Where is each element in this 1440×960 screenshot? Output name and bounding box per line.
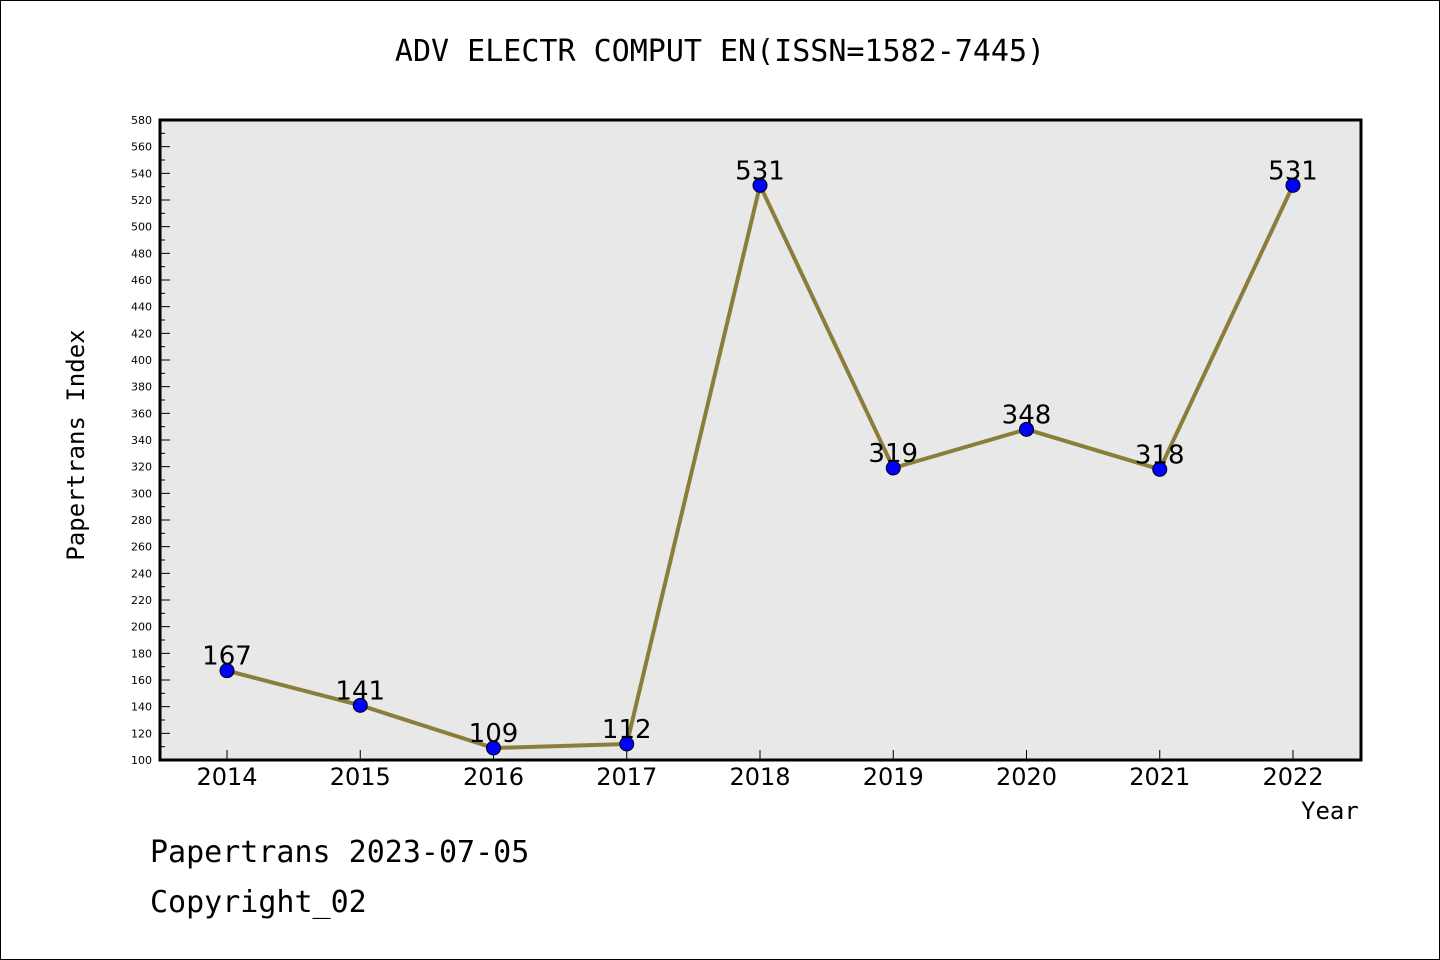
y-tick-label: 120 bbox=[131, 727, 152, 740]
data-label: 531 bbox=[735, 156, 785, 186]
y-tick-label: 400 bbox=[131, 354, 152, 367]
data-point bbox=[352, 697, 368, 713]
x-tick-label: 2021 bbox=[1129, 763, 1190, 791]
x-axis-label: Year bbox=[1301, 797, 1359, 825]
y-tick-label: 140 bbox=[131, 701, 152, 714]
data-label: 167 bbox=[202, 642, 252, 672]
x-tick-label: 2017 bbox=[596, 763, 657, 791]
data-point bbox=[486, 740, 501, 756]
y-tick-label: 520 bbox=[131, 194, 152, 207]
x-tick-label: 2019 bbox=[863, 763, 924, 791]
y-tick-label: 100 bbox=[131, 754, 152, 767]
data-label: 318 bbox=[1135, 440, 1185, 470]
x-tick-label: 2020 bbox=[996, 763, 1057, 791]
data-label: 141 bbox=[335, 676, 385, 706]
data-points bbox=[219, 177, 1301, 756]
data-point bbox=[219, 663, 235, 679]
y-tick-label: 560 bbox=[131, 141, 152, 154]
y-tick-label: 480 bbox=[131, 247, 152, 260]
y-tick-label: 280 bbox=[131, 514, 152, 527]
y-tick-label: 540 bbox=[131, 167, 152, 180]
data-point bbox=[885, 460, 901, 476]
data-point bbox=[619, 736, 635, 752]
footer-date: Papertrans 2023-07-05 bbox=[150, 835, 530, 870]
y-tick-label: 160 bbox=[131, 674, 152, 687]
data-label: 348 bbox=[1002, 400, 1052, 430]
data-label: 319 bbox=[868, 439, 918, 469]
x-tick-label: 2016 bbox=[463, 763, 524, 791]
y-tick-label: 460 bbox=[131, 274, 152, 287]
y-tick-label: 320 bbox=[131, 461, 152, 474]
data-point bbox=[1019, 421, 1034, 437]
y-tick-label: 420 bbox=[131, 327, 152, 340]
y-tick-label: 380 bbox=[131, 381, 152, 394]
y-tick-label: 580 bbox=[131, 114, 152, 127]
y-tick-label: 240 bbox=[131, 567, 152, 580]
chart-title: ADV ELECTR COMPUT EN(ISSN=1582-7445) bbox=[394, 34, 1046, 69]
data-label: 109 bbox=[469, 719, 519, 749]
y-tick-label: 260 bbox=[131, 541, 152, 554]
y-tick-label: 220 bbox=[131, 594, 152, 607]
data-point bbox=[1152, 461, 1168, 477]
x-tick-label: 2015 bbox=[330, 763, 391, 791]
footer-copyright: Copyright_02 bbox=[150, 885, 367, 920]
y-tick-label: 180 bbox=[131, 647, 152, 660]
x-tick-label: 2018 bbox=[729, 763, 790, 791]
x-axis-ticks: 2014 2015 2016 2017 2018 2019 2020 2021 2022 bbox=[196, 750, 1324, 791]
data-point bbox=[1285, 177, 1301, 193]
y-tick-label: 500 bbox=[131, 221, 152, 234]
y-tick-label: 300 bbox=[131, 487, 152, 500]
y-tick-label: 440 bbox=[131, 301, 152, 314]
x-tick-label: 2014 bbox=[196, 763, 257, 791]
data-labels: 167 141 109 112 531 319 348 318 531 bbox=[202, 156, 1318, 749]
y-tick-label: 200 bbox=[131, 621, 152, 634]
x-tick-label: 2022 bbox=[1262, 763, 1323, 791]
data-point bbox=[752, 177, 768, 193]
y-axis-ticks: 100 120 140 160 180 200 220 240 260 280 300 320 340 3… bbox=[131, 114, 170, 767]
data-label: 112 bbox=[602, 715, 652, 745]
plot-area bbox=[158, 118, 1363, 762]
y-tick-label: 340 bbox=[131, 434, 152, 447]
y-tick-label: 360 bbox=[131, 407, 152, 420]
data-label: 531 bbox=[1268, 156, 1318, 186]
